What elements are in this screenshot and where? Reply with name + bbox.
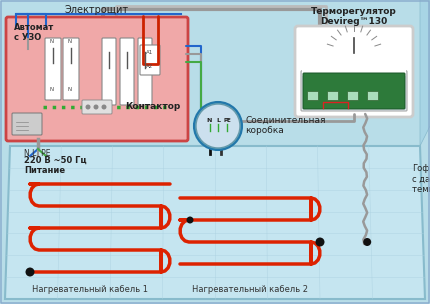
FancyBboxPatch shape	[63, 38, 79, 100]
Text: PE: PE	[223, 119, 231, 123]
FancyBboxPatch shape	[12, 113, 42, 135]
FancyBboxPatch shape	[102, 38, 116, 105]
Text: N: N	[49, 39, 53, 44]
Text: Нагревательный кабель 2: Нагревательный кабель 2	[192, 285, 308, 295]
FancyBboxPatch shape	[120, 38, 134, 105]
Text: Соединительная
коробка: Соединительная коробка	[245, 116, 326, 135]
Text: Нагревательный кабель 1: Нагревательный кабель 1	[32, 285, 148, 295]
Text: N: N	[206, 119, 212, 123]
FancyBboxPatch shape	[140, 45, 160, 75]
FancyBboxPatch shape	[45, 38, 61, 100]
Text: Терморегулятор
Devireg™130: Терморегулятор Devireg™130	[311, 7, 397, 26]
Text: Электрощит: Электрощит	[65, 5, 129, 15]
FancyBboxPatch shape	[368, 92, 378, 101]
Text: A1: A1	[146, 50, 154, 54]
Text: N: N	[67, 87, 71, 92]
Polygon shape	[5, 146, 425, 299]
FancyBboxPatch shape	[301, 71, 407, 111]
Text: Контактор: Контактор	[125, 102, 180, 111]
Text: 220 В ~50 Гц
Питание: 220 В ~50 Гц Питание	[24, 156, 86, 175]
FancyBboxPatch shape	[138, 38, 152, 105]
FancyBboxPatch shape	[303, 73, 405, 109]
FancyBboxPatch shape	[6, 17, 188, 141]
Circle shape	[187, 216, 194, 223]
Circle shape	[194, 102, 242, 150]
FancyBboxPatch shape	[347, 92, 359, 101]
Text: N L  PE: N L PE	[24, 149, 50, 158]
Circle shape	[196, 104, 240, 148]
Text: L: L	[216, 119, 220, 123]
FancyBboxPatch shape	[82, 100, 112, 114]
Text: N: N	[49, 87, 53, 92]
Circle shape	[86, 105, 90, 109]
Circle shape	[25, 268, 34, 277]
Text: Автомат
с УЗО: Автомат с УЗО	[14, 23, 54, 42]
FancyBboxPatch shape	[307, 92, 319, 101]
Text: Гофротрубка
с датчиком
температуры пола: Гофротрубка с датчиком температуры пола	[412, 164, 430, 194]
Polygon shape	[302, 33, 406, 76]
Polygon shape	[420, 0, 430, 146]
Circle shape	[93, 105, 98, 109]
Circle shape	[316, 237, 325, 247]
FancyBboxPatch shape	[295, 26, 413, 117]
Circle shape	[101, 105, 107, 109]
FancyBboxPatch shape	[328, 92, 338, 101]
Circle shape	[363, 238, 371, 246]
Text: A2: A2	[146, 64, 154, 68]
Text: N: N	[67, 39, 71, 44]
